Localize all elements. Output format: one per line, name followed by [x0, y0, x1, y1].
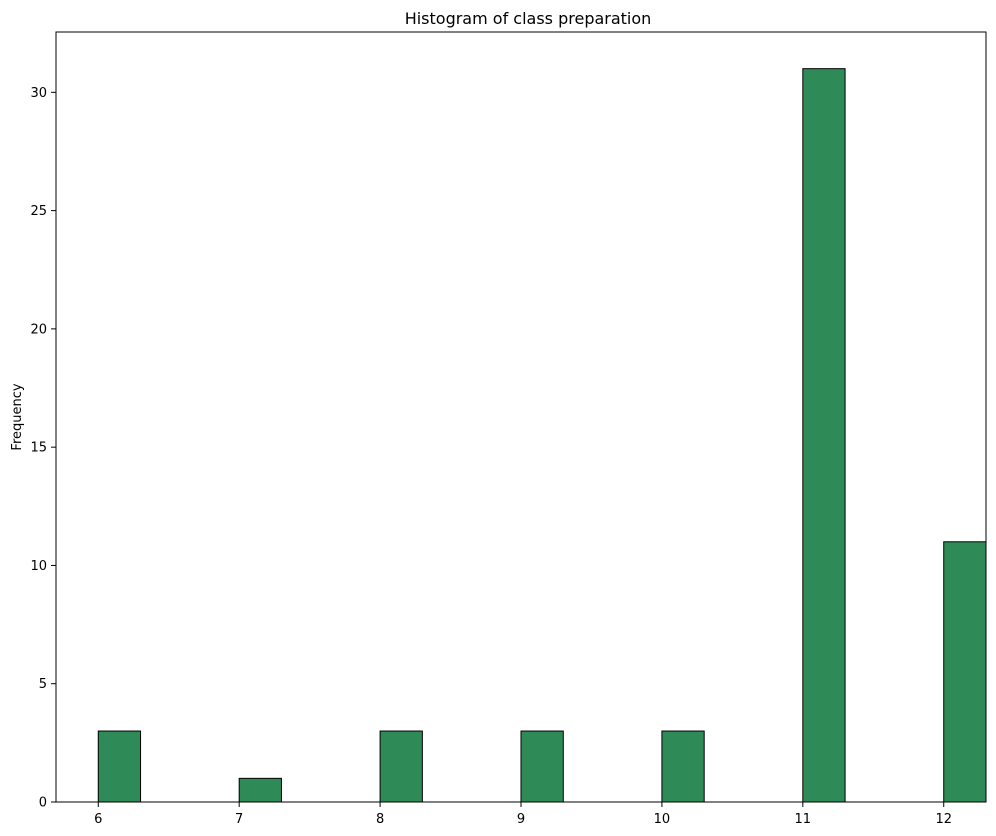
y-tick-label-15: 15 [30, 441, 47, 456]
x-tick-label-9: 9 [517, 812, 525, 827]
x-tick-label-8: 8 [376, 812, 384, 827]
y-tick-label-0: 0 [39, 796, 47, 811]
histogram-bar-8 [379, 730, 423, 803]
y-tick-label-25: 25 [30, 204, 47, 219]
x-tick-label-10: 10 [654, 812, 671, 827]
plot-frame [55, 31, 987, 803]
x-tick-label-7: 7 [235, 812, 243, 827]
bars-group [97, 68, 987, 803]
y-tick-label-20: 20 [30, 322, 47, 337]
histogram-bar-12 [943, 541, 987, 803]
x-axis: 6 7 8 9 10 11 12 [94, 802, 952, 827]
y-tick-label-10: 10 [30, 559, 47, 574]
x-tick-label-11: 11 [795, 812, 812, 827]
y-tick-label-5: 5 [39, 677, 47, 692]
histogram-bar-10 [661, 730, 705, 803]
chart-title: Histogram of class preparation [405, 9, 652, 28]
histogram-bar-11 [802, 68, 846, 803]
histogram-bar-6 [97, 730, 142, 803]
x-tick-label-6: 6 [94, 812, 102, 827]
histogram-bar-7 [238, 777, 282, 803]
y-axis-label: Frequency [10, 383, 25, 450]
y-tick-label-30: 30 [30, 86, 47, 101]
y-axis: 0 5 10 15 20 25 30 [30, 86, 56, 811]
histogram-bar-9 [520, 730, 564, 803]
x-tick-label-12: 12 [935, 812, 952, 827]
